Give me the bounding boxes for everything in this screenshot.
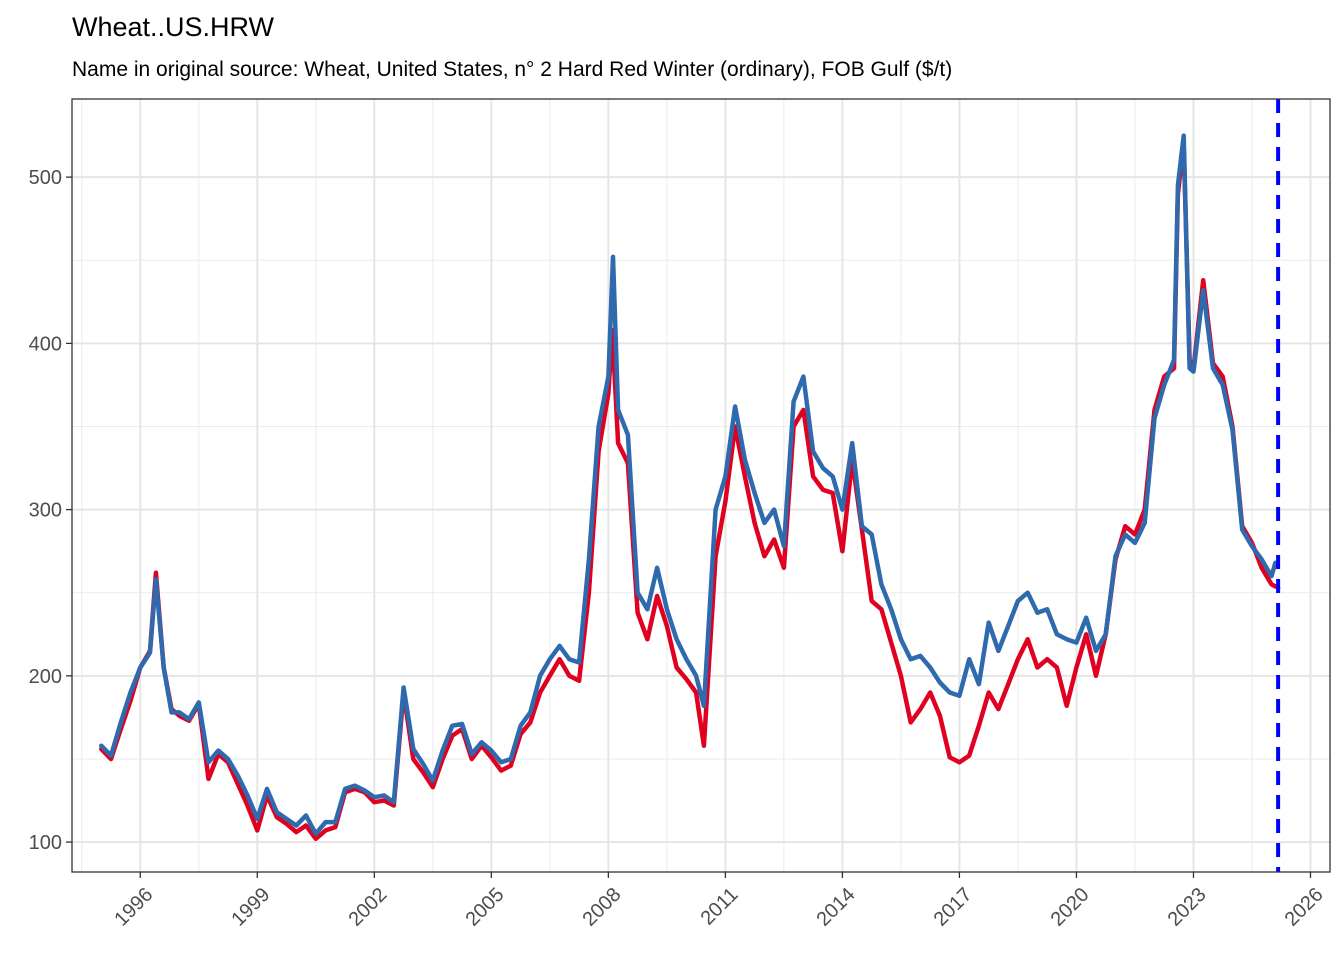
x-tick-label: 2017 [930,884,977,931]
x-tick-label: 2020 [1047,884,1094,931]
x-axis: 1996 1999 2002 2005 2008 2011 2014 2017 2020 2023… [110,872,1328,931]
x-tick-label: 2011 [697,884,743,930]
series-line-series_a [99,141,1281,842]
x-tick-label: 1999 [227,884,274,931]
x-tick-label: 2008 [578,884,625,931]
y-tick-label: 100 [29,832,62,854]
x-tick-label: 2002 [344,884,391,931]
chart-title: Wheat..US.HRW [72,12,275,42]
y-tick-label: 500 [29,167,62,189]
y-tick-label: 300 [29,500,62,522]
y-axis: 100 200 300 400 500 [29,167,72,854]
y-tick-label: 400 [29,333,62,355]
plot-panel [72,99,1330,872]
chart-subtitle: Name in original source: Wheat, United S… [72,58,953,81]
grid-minor [72,99,1330,872]
y-tick-label: 200 [29,666,62,688]
series-layer [99,133,1281,842]
series-line-series_b [99,133,1278,837]
x-tick-label: 2014 [813,884,860,931]
x-tick-label: 2023 [1164,884,1211,931]
x-tick-label: 1996 [110,884,157,931]
x-tick-label: 2005 [461,884,508,931]
x-tick-label: 2026 [1281,884,1328,931]
plot-border [71,98,1331,873]
